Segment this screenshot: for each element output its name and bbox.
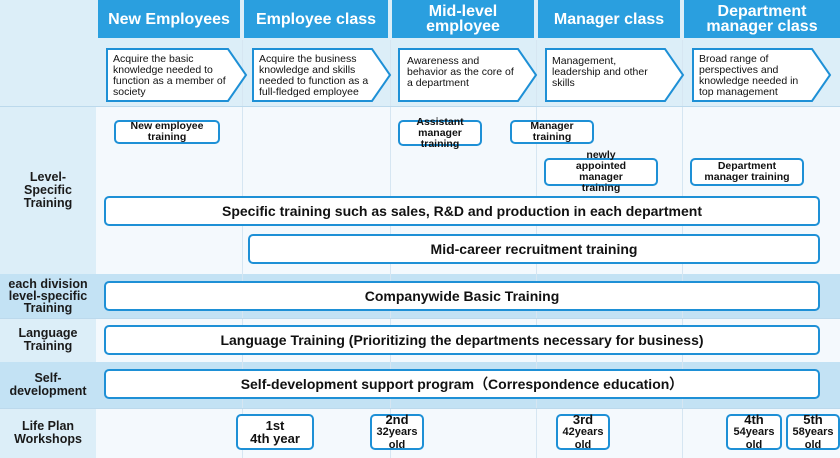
arrow-shape bbox=[398, 48, 538, 102]
workshop-subtitle: 4th year bbox=[250, 431, 300, 446]
description-text: Acquire the basic knowledge needed to fu… bbox=[113, 53, 226, 98]
row-label-life-plan: Life Plan Workshops bbox=[14, 419, 82, 446]
workshop-title: 3rd bbox=[572, 411, 594, 427]
description-text: Awareness and behavior as the core of a … bbox=[407, 55, 514, 89]
arrow-shape bbox=[252, 48, 392, 102]
arrow-shape bbox=[545, 48, 685, 102]
description-text: Acquire the business knowledge and skill… bbox=[259, 53, 369, 98]
workshop-5: 5th 58years old bbox=[786, 411, 840, 451]
self-development-bar: Self-development support program（Corresp… bbox=[104, 369, 820, 399]
workshop-1: 1st 4th year bbox=[236, 414, 314, 450]
header-manager-class: Manager class bbox=[538, 0, 680, 38]
workshop-2: 2nd 32years old bbox=[370, 411, 424, 451]
workshop-subtitle: 42years old bbox=[562, 425, 604, 451]
new-employee-training-box: New employee training bbox=[114, 120, 220, 144]
newly-appointed-manager-training-box: newly appointed manager training bbox=[544, 150, 658, 194]
grid-line bbox=[0, 408, 840, 409]
header-mid-level: Mid-level employee bbox=[392, 0, 534, 38]
grid-line bbox=[0, 318, 840, 319]
description-text: Broad range of perspectives and knowledg… bbox=[699, 53, 799, 98]
header-department-manager: Department manager class bbox=[684, 0, 840, 38]
row-label-division: each division level-specific Training bbox=[8, 277, 88, 315]
description-arrow: Management, leadership and other skills bbox=[545, 48, 685, 102]
workshop-title: 5th bbox=[803, 411, 823, 427]
row-label-level-specific: Level-Specific Training bbox=[23, 169, 73, 210]
description-arrow: Broad range of perspectives and knowledg… bbox=[692, 48, 832, 102]
life-plan-band bbox=[96, 408, 840, 458]
workshop-title: 4th bbox=[744, 411, 764, 427]
department-manager-training-box: Department manager training bbox=[690, 158, 804, 186]
workshop-title: 1st bbox=[265, 418, 285, 433]
row-label-language: Language Training bbox=[18, 326, 78, 353]
workshop-3: 3rd 42years old bbox=[556, 411, 610, 451]
row-label-self-development: Self-development bbox=[9, 371, 87, 398]
header-new-employees: New Employees bbox=[98, 0, 240, 38]
description-arrow: Awareness and behavior as the core of a … bbox=[398, 48, 538, 102]
workshop-4: 4th 54years old bbox=[726, 411, 782, 451]
arrow-shape bbox=[692, 48, 832, 102]
companywide-training-bar: Companywide Basic Training bbox=[104, 281, 820, 311]
specific-training-bar: Specific training such as sales, R&D and… bbox=[104, 196, 820, 226]
description-text: Management, leadership and other skills bbox=[552, 55, 648, 89]
header-employee-class: Employee class bbox=[244, 0, 388, 38]
workshop-title: 2nd bbox=[385, 411, 409, 427]
workshop-subtitle: 32years old bbox=[376, 425, 418, 451]
grid-line bbox=[0, 106, 840, 107]
workshop-subtitle: 54years old bbox=[733, 425, 775, 451]
language-training-bar: Language Training (Prioritizing the depa… bbox=[104, 325, 820, 355]
mid-career-training-bar: Mid-career recruitment training bbox=[248, 234, 820, 264]
assistant-manager-training-box: Assistant manager training bbox=[398, 116, 482, 149]
grid-line bbox=[242, 40, 243, 458]
arrow-shape bbox=[106, 48, 248, 102]
manager-training-box: Manager training bbox=[510, 120, 594, 144]
description-arrow: Acquire the basic knowledge needed to fu… bbox=[106, 48, 248, 102]
description-arrow: Acquire the business knowledge and skill… bbox=[252, 48, 392, 102]
workshop-subtitle: 58years old bbox=[792, 425, 834, 451]
